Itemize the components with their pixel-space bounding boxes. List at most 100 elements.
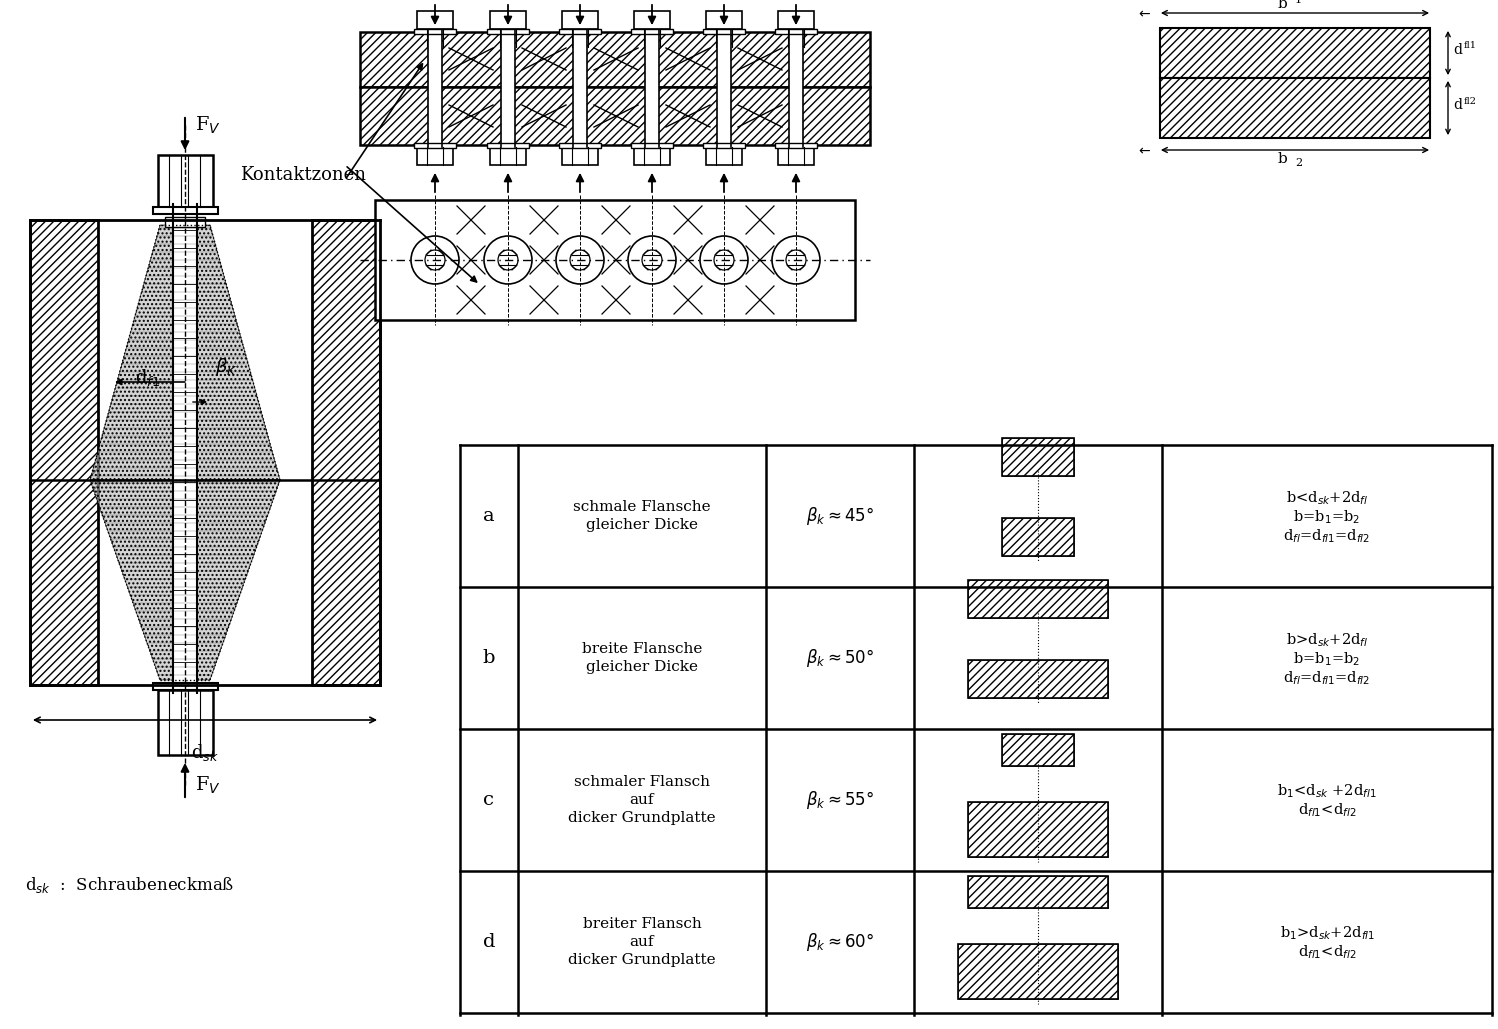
Bar <box>968 660 1109 698</box>
Text: b: b <box>1278 152 1287 166</box>
Bar <box>634 147 670 165</box>
Bar <box>374 200 855 320</box>
Bar <box>774 29 816 34</box>
Text: d$_{fl}$=d$_{fl1}$=d$_{fl2}$: d$_{fl}$=d$_{fl1}$=d$_{fl2}$ <box>1284 527 1371 544</box>
Text: b: b <box>1278 0 1287 11</box>
Text: fl1: fl1 <box>1464 41 1477 50</box>
Text: F$_V$: F$_V$ <box>195 775 220 795</box>
Bar <box>30 220 97 685</box>
Bar <box>1159 28 1431 78</box>
Circle shape <box>571 250 590 270</box>
Text: d: d <box>1453 98 1462 112</box>
Bar <box>968 580 1109 618</box>
Text: 1: 1 <box>1294 0 1302 5</box>
Text: d$_{fl}$=d$_{fl1}$=d$_{fl2}$: d$_{fl}$=d$_{fl1}$=d$_{fl2}$ <box>1284 669 1371 686</box>
Circle shape <box>771 236 819 284</box>
Text: b: b <box>482 649 496 667</box>
Bar <box>959 944 1118 999</box>
Bar <box>631 143 673 148</box>
Text: auf: auf <box>629 935 655 949</box>
Text: b=b$_1$=b$_2$: b=b$_1$=b$_2$ <box>1293 508 1360 526</box>
Bar <box>631 29 673 34</box>
Bar <box>706 147 742 165</box>
Text: b$_1$<d$_{sk}$ +2d$_{fl1}$: b$_1$<d$_{sk}$ +2d$_{fl1}$ <box>1278 782 1377 800</box>
Text: auf: auf <box>629 793 655 807</box>
Text: dicker Grundplatte: dicker Grundplatte <box>568 953 716 967</box>
Bar <box>562 11 598 29</box>
Text: d$_{sk}$  :  Schraubeneckmaß: d$_{sk}$ : Schraubeneckmaß <box>25 875 234 895</box>
Text: fl2: fl2 <box>1464 97 1477 106</box>
Bar <box>153 207 219 214</box>
Text: $\beta_K$: $\beta_K$ <box>216 356 238 378</box>
Bar <box>559 29 601 34</box>
Bar <box>500 30 515 147</box>
Circle shape <box>484 236 532 284</box>
Circle shape <box>628 236 676 284</box>
Bar <box>703 143 745 148</box>
Text: gleicher Dicke: gleicher Dicke <box>586 518 698 532</box>
Text: b$_1$>d$_{sk}$+2d$_{fl1}$: b$_1$>d$_{sk}$+2d$_{fl1}$ <box>1279 924 1375 942</box>
Bar <box>157 155 213 207</box>
Text: $\beta_k\approx50°$: $\beta_k\approx50°$ <box>806 647 875 669</box>
Bar <box>172 220 198 685</box>
Text: d$_{f1}$: d$_{f1}$ <box>135 367 160 388</box>
Circle shape <box>715 250 734 270</box>
Bar <box>968 802 1109 857</box>
Bar <box>1002 518 1074 556</box>
Text: d$_{fl1}$<d$_{fl2}$: d$_{fl1}$<d$_{fl2}$ <box>1297 802 1356 819</box>
Bar <box>1002 518 1074 556</box>
Bar <box>312 220 380 685</box>
Bar <box>1002 438 1074 476</box>
Circle shape <box>425 250 445 270</box>
Bar <box>718 30 731 147</box>
Bar <box>416 147 452 165</box>
Bar <box>968 660 1109 698</box>
Text: d$_{fl1}$<d$_{fl2}$: d$_{fl1}$<d$_{fl2}$ <box>1297 944 1356 961</box>
Bar <box>416 11 452 29</box>
Bar <box>165 217 205 227</box>
Bar <box>312 220 380 685</box>
Bar <box>774 143 816 148</box>
Circle shape <box>700 236 748 284</box>
Circle shape <box>497 250 518 270</box>
Text: F$_V$: F$_V$ <box>195 114 220 136</box>
Text: Kontaktzonen: Kontaktzonen <box>240 166 366 184</box>
Bar <box>413 143 455 148</box>
Bar <box>1002 438 1074 476</box>
Circle shape <box>643 250 662 270</box>
Circle shape <box>556 236 604 284</box>
Text: d$_{sk}$: d$_{sk}$ <box>192 742 219 762</box>
Bar <box>490 147 526 165</box>
Bar <box>413 29 455 34</box>
Bar <box>789 30 803 147</box>
Circle shape <box>786 250 806 270</box>
Bar <box>1002 734 1074 766</box>
Bar <box>559 143 601 148</box>
Bar <box>428 30 442 147</box>
Bar <box>490 11 526 29</box>
Text: $\leftarrow$: $\leftarrow$ <box>1137 143 1152 157</box>
Bar <box>562 147 598 165</box>
Bar <box>703 29 745 34</box>
Text: breiter Flansch: breiter Flansch <box>583 917 701 931</box>
Text: gleicher Dicke: gleicher Dicke <box>586 660 698 674</box>
Text: b>d$_{sk}$+2d$_{fl}$: b>d$_{sk}$+2d$_{fl}$ <box>1285 631 1368 649</box>
Text: $\beta_k\approx55°$: $\beta_k\approx55°$ <box>806 789 875 811</box>
Text: a: a <box>484 507 494 525</box>
Bar <box>1159 28 1431 78</box>
Bar <box>968 580 1109 618</box>
Polygon shape <box>90 225 280 480</box>
Bar <box>360 32 870 87</box>
Bar <box>968 876 1109 908</box>
Text: d: d <box>482 933 496 951</box>
Bar <box>360 32 870 87</box>
Bar <box>968 802 1109 857</box>
Circle shape <box>410 236 458 284</box>
Text: b=b$_1$=b$_2$: b=b$_1$=b$_2$ <box>1293 650 1360 668</box>
Bar <box>706 11 742 29</box>
Bar <box>157 690 213 755</box>
Text: 2: 2 <box>1294 158 1302 168</box>
Bar <box>1159 78 1431 138</box>
Bar <box>959 944 1118 999</box>
Bar <box>360 87 870 145</box>
